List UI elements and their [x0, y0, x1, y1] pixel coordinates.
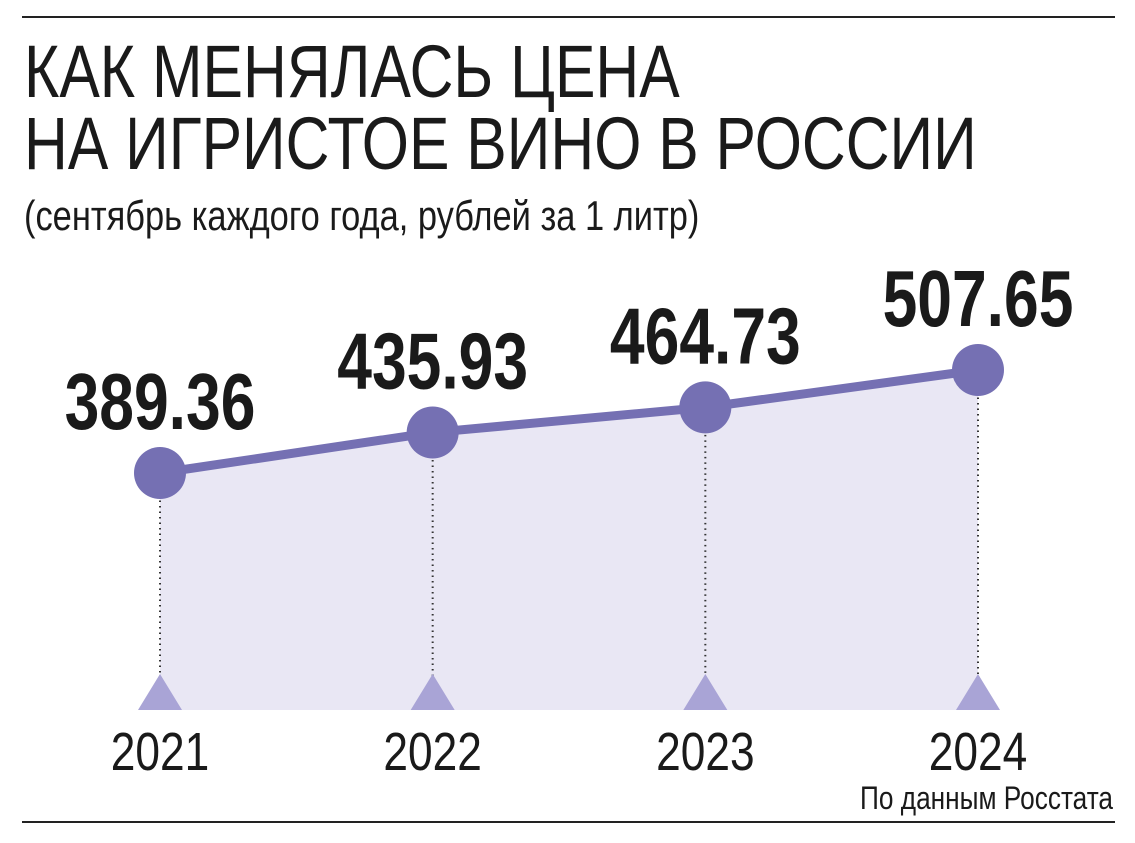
year-marker — [956, 674, 1000, 710]
point — [952, 344, 1004, 396]
value-label: 464.73 — [610, 292, 801, 381]
chart-title: КАК МЕНЯЛАСЬ ЦЕНА — [24, 31, 680, 113]
source-note: По данным Росстата — [860, 782, 1114, 817]
chart-title: НА ИГРИСТОЕ ВИНО В РОССИИ — [24, 103, 977, 185]
value-label: 389.36 — [65, 358, 256, 447]
year-marker — [683, 674, 728, 710]
point — [406, 406, 459, 459]
x-tick-label: 2022 — [383, 722, 481, 782]
year-marker — [410, 674, 455, 710]
line — [159, 365, 979, 478]
x-tick-label: 2024 — [929, 722, 1027, 782]
x-tick-label: 2021 — [111, 722, 209, 782]
point — [679, 381, 732, 434]
chart-subtitle: (сентябрь каждого года, рублей за 1 литр… — [24, 193, 699, 240]
value-label: 435.93 — [337, 317, 528, 406]
year-marker — [138, 674, 182, 710]
area — [160, 370, 978, 710]
value-label: 507.65 — [883, 255, 1074, 344]
x-tick-label: 2023 — [656, 722, 754, 782]
point — [134, 447, 186, 499]
